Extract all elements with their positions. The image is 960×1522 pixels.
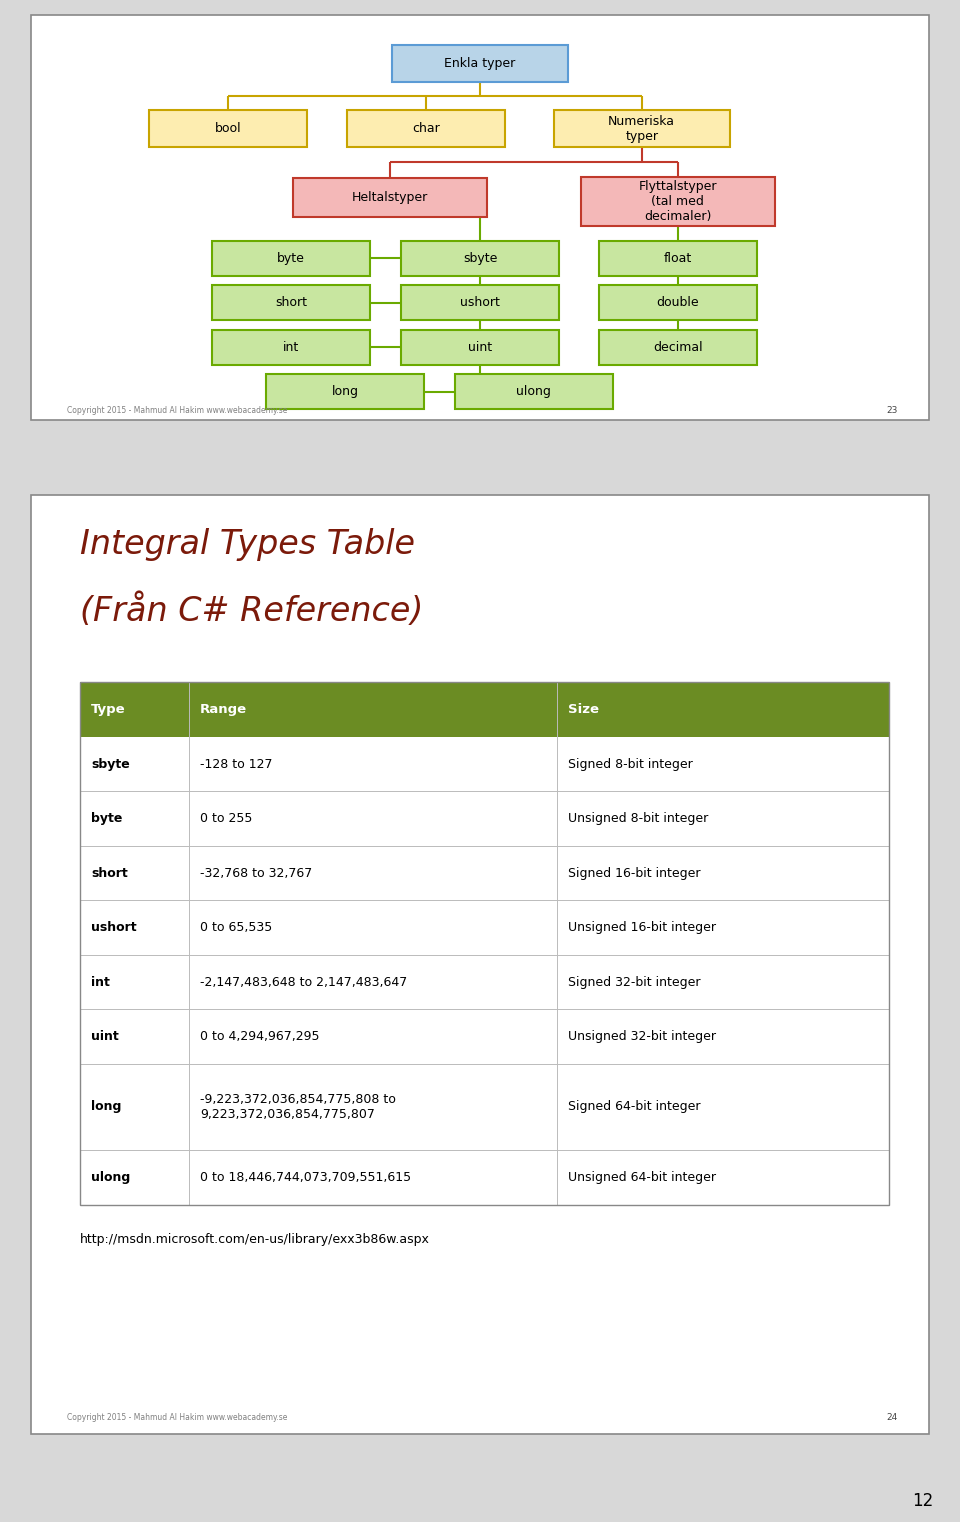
- Text: ushort: ushort: [460, 297, 500, 309]
- Text: long: long: [91, 1100, 121, 1114]
- Bar: [80, 682, 889, 737]
- Bar: [80, 1064, 889, 1151]
- Bar: [80, 954, 889, 1009]
- Text: http://msdn.microsoft.com/en-us/library/exx3b86w.aspx: http://msdn.microsoft.com/en-us/library/…: [80, 1233, 430, 1247]
- Bar: [80, 682, 889, 1204]
- Text: short: short: [276, 297, 307, 309]
- FancyBboxPatch shape: [599, 285, 756, 320]
- Text: 12: 12: [912, 1492, 933, 1510]
- Text: Heltalstyper: Heltalstyper: [352, 190, 428, 204]
- FancyBboxPatch shape: [212, 240, 371, 275]
- FancyBboxPatch shape: [401, 285, 559, 320]
- Text: Copyright 2015 - Mahmud Al Hakim www.webacademy.se: Copyright 2015 - Mahmud Al Hakim www.web…: [66, 1414, 287, 1423]
- Text: (Från C# Reference): (Från C# Reference): [80, 594, 423, 629]
- Text: ulong: ulong: [516, 385, 551, 399]
- Text: ulong: ulong: [91, 1170, 131, 1184]
- Text: sbyte: sbyte: [463, 251, 497, 265]
- Text: 0 to 65,535: 0 to 65,535: [200, 921, 273, 935]
- FancyBboxPatch shape: [293, 178, 487, 216]
- Text: Enkla typer: Enkla typer: [444, 58, 516, 70]
- FancyBboxPatch shape: [455, 374, 613, 409]
- Text: 0 to 255: 0 to 255: [200, 813, 252, 825]
- Text: 0 to 4,294,967,295: 0 to 4,294,967,295: [200, 1030, 320, 1043]
- Text: uint: uint: [468, 341, 492, 353]
- Text: Copyright 2015 - Mahmud Al Hakim www.webacademy.se: Copyright 2015 - Mahmud Al Hakim www.web…: [66, 406, 287, 416]
- Text: Flyttalstyper
(tal med
decimaler): Flyttalstyper (tal med decimaler): [638, 180, 717, 222]
- Text: Signed 64-bit integer: Signed 64-bit integer: [568, 1100, 701, 1114]
- Text: Signed 16-bit integer: Signed 16-bit integer: [568, 866, 701, 880]
- FancyBboxPatch shape: [212, 285, 371, 320]
- Text: Numeriska
typer: Numeriska typer: [609, 114, 675, 143]
- Text: -128 to 127: -128 to 127: [200, 758, 273, 770]
- Text: byte: byte: [277, 251, 305, 265]
- FancyBboxPatch shape: [212, 330, 371, 365]
- FancyBboxPatch shape: [599, 330, 756, 365]
- FancyBboxPatch shape: [392, 46, 568, 82]
- FancyBboxPatch shape: [401, 330, 559, 365]
- Text: byte: byte: [91, 813, 122, 825]
- Text: Signed 32-bit integer: Signed 32-bit integer: [568, 976, 701, 988]
- Text: -2,147,483,648 to 2,147,483,647: -2,147,483,648 to 2,147,483,647: [200, 976, 407, 988]
- FancyBboxPatch shape: [150, 110, 307, 148]
- Text: Unsigned 32-bit integer: Unsigned 32-bit integer: [568, 1030, 716, 1043]
- FancyBboxPatch shape: [554, 110, 730, 148]
- Text: Integral Types Table: Integral Types Table: [80, 528, 415, 560]
- Text: decimal: decimal: [653, 341, 703, 353]
- Text: Unsigned 16-bit integer: Unsigned 16-bit integer: [568, 921, 716, 935]
- Text: Range: Range: [200, 703, 248, 717]
- Bar: [80, 846, 889, 901]
- Text: Unsigned 8-bit integer: Unsigned 8-bit integer: [568, 813, 708, 825]
- Text: -32,768 to 32,767: -32,768 to 32,767: [200, 866, 312, 880]
- FancyBboxPatch shape: [347, 110, 505, 148]
- Text: bool: bool: [215, 122, 242, 135]
- Text: Unsigned 64-bit integer: Unsigned 64-bit integer: [568, 1170, 716, 1184]
- Text: Type: Type: [91, 703, 126, 717]
- Bar: [80, 901, 889, 954]
- Text: long: long: [332, 385, 359, 399]
- FancyBboxPatch shape: [401, 240, 559, 275]
- Bar: [80, 737, 889, 791]
- Text: Signed 8-bit integer: Signed 8-bit integer: [568, 758, 693, 770]
- Text: int: int: [91, 976, 109, 988]
- Text: ushort: ushort: [91, 921, 136, 935]
- FancyBboxPatch shape: [581, 177, 775, 225]
- Text: int: int: [283, 341, 300, 353]
- FancyBboxPatch shape: [599, 240, 756, 275]
- Text: uint: uint: [91, 1030, 119, 1043]
- Text: float: float: [663, 251, 692, 265]
- Text: 24: 24: [887, 1414, 898, 1423]
- Text: 0 to 18,446,744,073,709,551,615: 0 to 18,446,744,073,709,551,615: [200, 1170, 411, 1184]
- Bar: [80, 1151, 889, 1204]
- Bar: [80, 1009, 889, 1064]
- Text: char: char: [412, 122, 440, 135]
- Text: short: short: [91, 866, 128, 880]
- Text: 23: 23: [886, 406, 898, 416]
- Text: -9,223,372,036,854,775,808 to
9,223,372,036,854,775,807: -9,223,372,036,854,775,808 to 9,223,372,…: [200, 1093, 396, 1120]
- Bar: [80, 791, 889, 846]
- Text: double: double: [657, 297, 699, 309]
- FancyBboxPatch shape: [266, 374, 424, 409]
- Text: Size: Size: [568, 703, 599, 717]
- Text: sbyte: sbyte: [91, 758, 130, 770]
